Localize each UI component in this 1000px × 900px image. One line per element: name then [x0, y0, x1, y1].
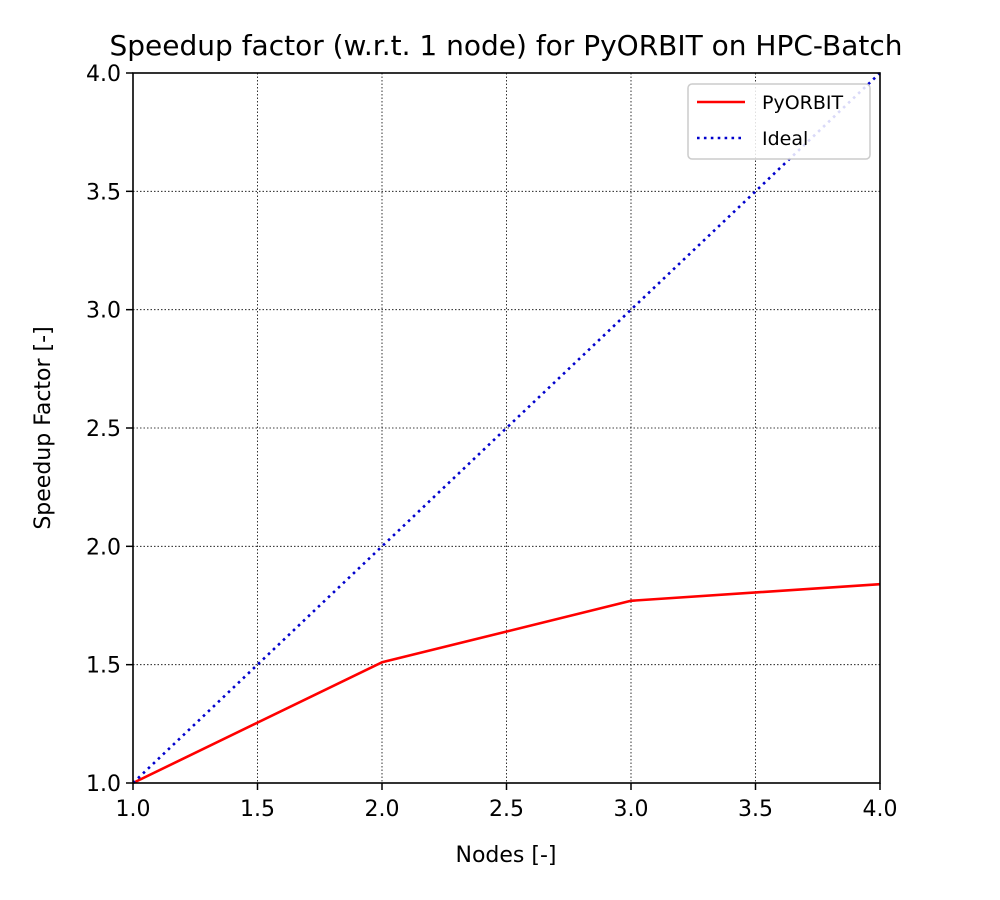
x-tick-label: 1.5	[240, 797, 275, 822]
legend-label-pyorbit: PyORBIT	[762, 92, 843, 114]
y-tick-label: 2.0	[86, 535, 121, 560]
x-tick-label: 3.0	[614, 797, 649, 822]
chart-title: Speedup factor (w.r.t. 1 node) for PyORB…	[110, 29, 903, 62]
x-tick-label: 1.0	[116, 797, 151, 822]
series-line-pyorbit	[132, 582, 881, 785]
y-axis-label: Speedup Factor [-]	[31, 326, 56, 529]
x-tick-label: 2.0	[365, 797, 400, 822]
legend-label-ideal: Ideal	[762, 128, 808, 150]
x-axis-label: Nodes [-]	[456, 843, 557, 868]
y-tick-label: 2.5	[86, 417, 121, 442]
axis-ticks: 1.0 1.5 2.0 2.5 3.0 3.5 4.0 1.0 1.5 2.0 2.5 3.0 3.5 4…	[86, 62, 898, 822]
x-tick-label: 3.5	[738, 797, 773, 822]
y-tick-label: 1.5	[86, 654, 121, 679]
y-tick-label: 1.0	[86, 772, 121, 797]
y-tick-label: 3.5	[86, 180, 121, 205]
plot-lines	[132, 72, 881, 785]
legend: PyORBIT Ideal	[687, 83, 871, 160]
y-tick-label: 3.0	[86, 299, 121, 324]
grid	[132, 72, 881, 784]
y-tick-label: 4.0	[86, 62, 121, 87]
x-tick-label: 4.0	[863, 797, 898, 822]
x-tick-label: 2.5	[489, 797, 524, 822]
